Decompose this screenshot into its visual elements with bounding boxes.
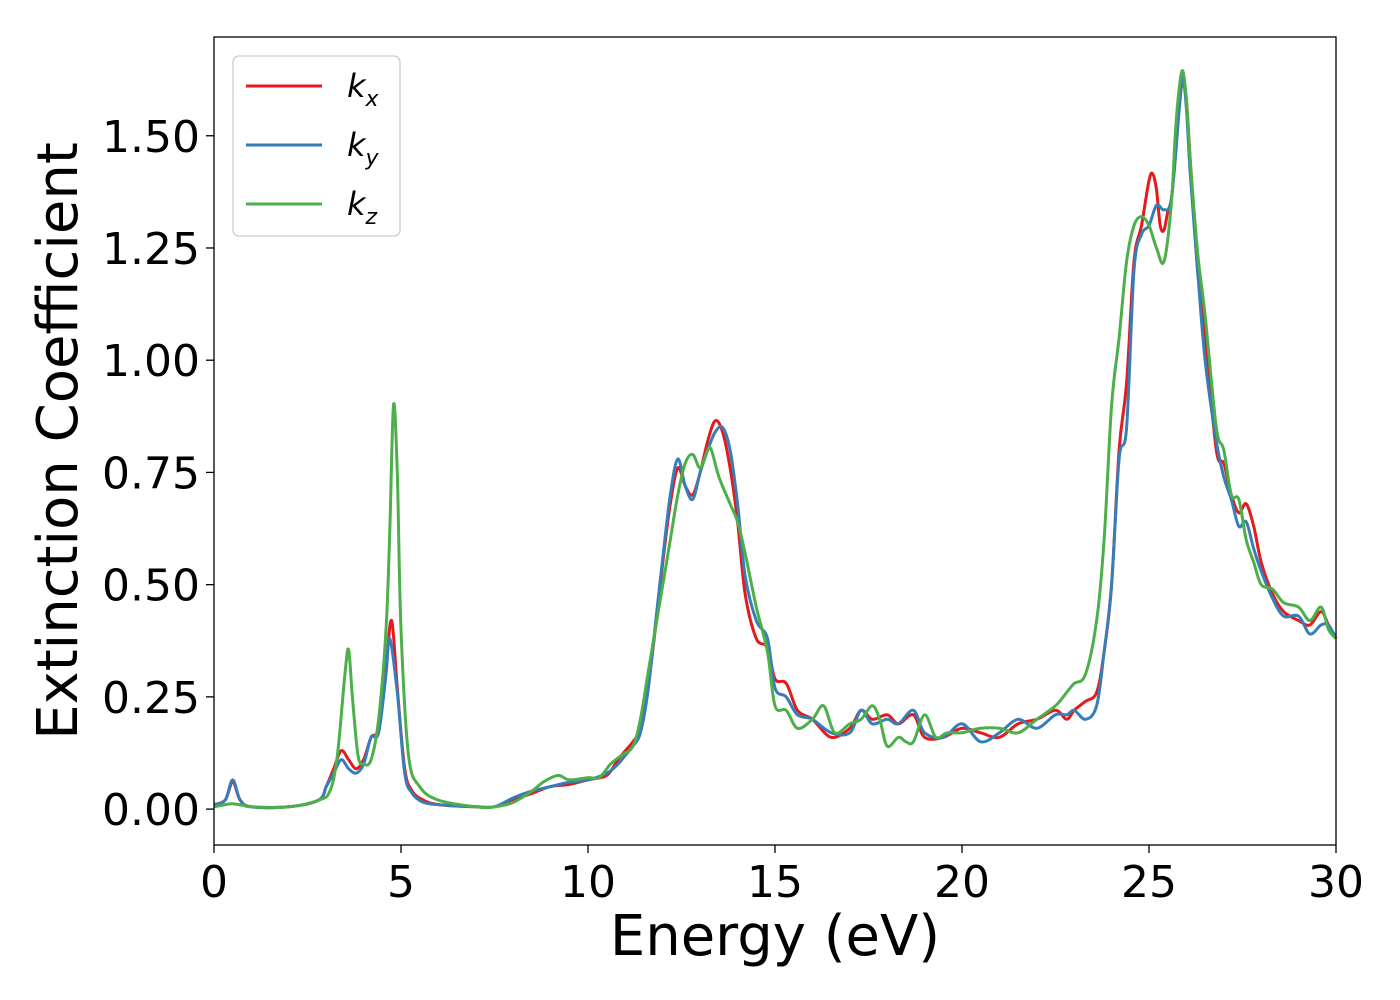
x-tick-label: 25 [1121,857,1177,908]
y-axis-label: Extinction Coefficient [26,142,91,740]
x-axis-label: Energy (eV) [610,904,940,969]
x-tick-label: 20 [934,857,990,908]
x-tick-label: 0 [200,857,228,908]
y-tick-label: 1.25 [102,224,200,275]
y-axis: 0.00 0.25 0.50 0.75 1.00 1.25 1.50 [102,112,214,836]
x-axis: 0 5 10 15 20 25 30 [200,845,1364,908]
y-tick-label: 1.00 [102,336,200,387]
y-tick-label: 1.50 [102,112,200,163]
plot-background [214,37,1336,845]
y-tick-label: 0.00 [102,785,200,836]
series-layer [213,69,1338,810]
series-line-k-z [213,69,1338,810]
x-tick-label: 5 [387,857,415,908]
x-tick-label: 15 [747,857,803,908]
y-tick-label: 0.25 [102,673,200,724]
x-tick-label: 30 [1308,857,1364,908]
x-tick-label: 10 [560,857,616,908]
y-tick-label: 0.75 [102,448,200,499]
y-tick-label: 0.50 [102,561,200,612]
